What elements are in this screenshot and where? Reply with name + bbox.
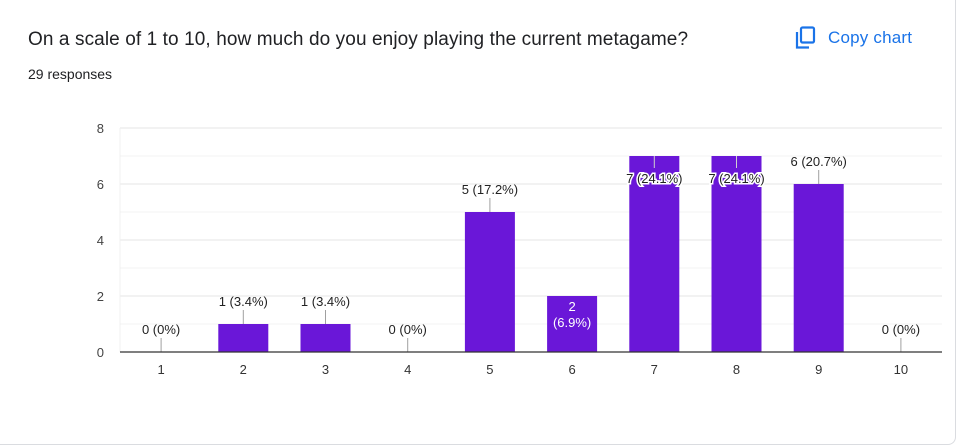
x-tick-label: 4 xyxy=(404,362,411,377)
data-label: 2 xyxy=(568,299,575,314)
bar xyxy=(711,156,762,352)
response-count: 29 responses xyxy=(28,66,113,82)
bar xyxy=(793,184,844,352)
bar xyxy=(547,296,598,352)
copy-chart-button[interactable]: Copy chart xyxy=(786,22,920,54)
y-tick-label: 8 xyxy=(97,121,104,136)
data-label: 0 (0%) xyxy=(389,322,427,337)
data-label: 0 (0%) xyxy=(882,322,920,337)
x-tick-label: 9 xyxy=(815,362,822,377)
x-tick-label: 10 xyxy=(894,362,908,377)
copy-icon xyxy=(794,26,816,50)
data-label: (6.9%) xyxy=(553,315,591,330)
x-tick-label: 8 xyxy=(733,362,740,377)
bar xyxy=(629,156,680,352)
y-tick-label: 6 xyxy=(97,177,104,192)
question-title: On a scale of 1 to 10, how much do you e… xyxy=(28,29,689,50)
x-tick-label: 2 xyxy=(240,362,247,377)
y-tick-label: 0 xyxy=(97,345,104,360)
data-label: 7 (24.1%) xyxy=(708,171,764,186)
data-label: 6 (20.7%) xyxy=(791,154,847,169)
x-tick-label: 6 xyxy=(568,362,575,377)
x-tick-label: 3 xyxy=(322,362,329,377)
x-tick-label: 5 xyxy=(486,362,493,377)
data-label: 1 (3.4%) xyxy=(219,294,268,309)
copy-chart-label: Copy chart xyxy=(828,28,913,47)
data-label: 1 (3.4%) xyxy=(301,294,350,309)
data-label: 0 (0%) xyxy=(142,322,180,337)
data-label: 5 (17.2%) xyxy=(462,182,518,197)
y-tick-label: 4 xyxy=(97,233,104,248)
bar xyxy=(464,212,515,352)
bar xyxy=(218,324,269,352)
y-tick-label: 2 xyxy=(97,289,104,304)
data-label: 7 (24.1%) xyxy=(626,171,682,186)
x-tick-label: 7 xyxy=(651,362,658,377)
x-tick-label: 1 xyxy=(157,362,164,377)
bar xyxy=(300,324,351,352)
